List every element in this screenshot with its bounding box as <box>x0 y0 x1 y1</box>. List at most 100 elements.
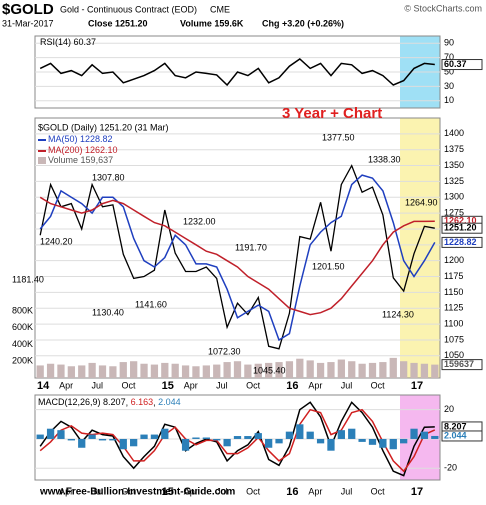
series-line <box>39 164 435 350</box>
legend-ma50: MA(50) 1228.82 <box>48 134 113 144</box>
bar <box>410 428 418 439</box>
series-line <box>39 408 436 473</box>
bar <box>348 361 356 378</box>
bar <box>296 358 304 378</box>
x-tick-label: Oct <box>246 486 261 496</box>
x-tick-label: 16 <box>286 486 298 498</box>
y-tick-label: 30 <box>444 81 454 91</box>
y-tick-label: 90 <box>444 38 454 48</box>
bar <box>233 361 242 378</box>
bar <box>181 365 190 378</box>
y-tick-label: 1125 <box>444 303 463 313</box>
bar <box>36 434 44 439</box>
bar <box>223 438 231 447</box>
bar <box>46 363 55 378</box>
y-tick-label: 50 <box>444 66 454 76</box>
bar <box>296 424 304 439</box>
x-tick-label: 16 <box>286 380 298 392</box>
bar <box>316 362 325 378</box>
bar <box>161 362 169 378</box>
price-label: 1045.40 <box>253 365 286 375</box>
date: 31-Mar-2017 <box>2 18 54 28</box>
series-line <box>39 196 435 316</box>
y-tick-label: 1375 <box>444 144 464 154</box>
bar <box>119 438 127 450</box>
legend-last: 1228.82 <box>80 134 113 144</box>
bar <box>98 438 107 441</box>
x-tick-label: Jul <box>92 486 104 496</box>
bar <box>358 438 366 442</box>
bar <box>420 431 429 439</box>
bar <box>98 365 107 378</box>
bar <box>389 357 397 378</box>
legend-name: MA(50) <box>48 134 78 144</box>
x-tick-label: 17 <box>411 486 423 498</box>
y2-tick-label: 600K <box>12 322 33 332</box>
bar <box>181 438 190 451</box>
bar <box>244 364 252 378</box>
legend-last: 159,637 <box>81 155 114 165</box>
bar <box>171 363 179 378</box>
change: Chg +3.20 (+0.26%) <box>262 18 344 28</box>
price-label: 1377.50 <box>322 132 355 142</box>
value-box <box>441 59 483 71</box>
price-label: 1307.80 <box>92 172 125 182</box>
legend-ma200: MA(200) 1262.10 <box>48 145 118 155</box>
bar <box>192 437 200 439</box>
bar <box>420 363 429 378</box>
legend-volume: Volume 159,637 <box>48 155 113 165</box>
bar <box>130 438 138 447</box>
x-tick-label: Apr <box>308 486 322 496</box>
bar <box>130 361 138 378</box>
bar <box>202 437 210 439</box>
bar <box>223 362 231 378</box>
x-tick-label: Oct <box>121 380 136 390</box>
source: © StockCharts.com <box>404 3 482 13</box>
bar <box>306 431 314 439</box>
bar <box>202 365 210 378</box>
x-tick-label: 17 <box>411 380 423 392</box>
bar <box>150 364 159 378</box>
value-box-label: 1228.82 <box>444 237 477 247</box>
x-tick-label: Oct <box>121 486 136 496</box>
bar <box>368 438 377 445</box>
instrument-name: Gold - Continuous Contract (EOD) <box>60 4 197 14</box>
bar <box>379 438 387 448</box>
bar <box>389 438 397 450</box>
y-tick-label: 1100 <box>444 318 463 328</box>
symbol: $GOLD <box>2 1 54 18</box>
rsi-name: RSI(14) <box>40 37 71 47</box>
y2-tick-label: 800K <box>12 305 33 315</box>
bar <box>431 364 439 378</box>
value-box-label: 1251.20 <box>444 223 477 233</box>
bar <box>192 366 200 378</box>
panel-frame <box>34 394 441 481</box>
macd-last: 8.207 <box>103 397 126 407</box>
bar <box>337 430 345 439</box>
bar <box>233 436 242 439</box>
bar <box>140 434 148 439</box>
value-box-label: 60.37 <box>444 59 467 69</box>
legend-name: Volume <box>48 155 78 165</box>
x-tick-label: Jul <box>216 380 228 390</box>
close: Close 1251.20 <box>88 18 148 28</box>
price-label: 1124.30 <box>382 309 414 319</box>
x-tick-label: Jul <box>92 380 104 390</box>
value-box-label: 2.044 <box>444 430 467 440</box>
legend-name: MA(200) <box>48 145 83 155</box>
hist-last: 2.044 <box>158 397 181 407</box>
rsi-legend: RSI(14) 60.37 <box>40 37 96 47</box>
price-label: 1141.60 <box>135 299 167 309</box>
x-tick-label: Oct <box>371 380 386 390</box>
bar <box>36 365 44 378</box>
bar <box>400 361 408 378</box>
bar <box>254 433 262 439</box>
x-tick-label: Oct <box>246 380 261 390</box>
bar <box>213 364 221 378</box>
x-tick-label: Jul <box>216 486 228 496</box>
bar <box>244 436 252 439</box>
signal-last: 6.163 <box>131 397 154 407</box>
bar <box>275 362 283 378</box>
